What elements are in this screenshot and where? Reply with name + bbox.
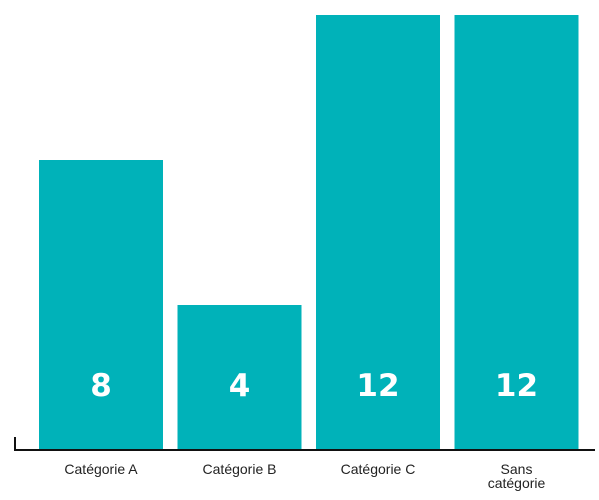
bar-4 <box>454 15 579 450</box>
value-labels-group: 8 4 12 12 <box>90 368 538 404</box>
bar-1 <box>39 160 163 450</box>
bar-value-label: 12 <box>356 368 399 404</box>
category-label-line: Sans <box>501 461 533 477</box>
bar-2 <box>177 305 302 450</box>
bar-value-label: 4 <box>229 368 251 404</box>
bar-value-label: 8 <box>90 368 112 404</box>
category-tick-label: Sans catégorie <box>488 461 546 491</box>
x-axis-line <box>14 437 595 451</box>
bar-value-label: 12 <box>495 368 538 404</box>
bar-3 <box>316 15 440 450</box>
category-tick-label: Catégorie A <box>64 461 138 477</box>
category-label-line: catégorie <box>488 475 546 491</box>
category-tick-label: Catégorie C <box>341 461 416 477</box>
category-label-line: Catégorie A <box>64 461 138 477</box>
category-label-line: Catégorie B <box>203 461 277 477</box>
category-label-line: Catégorie C <box>341 461 416 477</box>
category-tick-label: Catégorie B <box>203 461 277 477</box>
bars-group <box>39 15 579 450</box>
category-labels-group: Catégorie A Catégorie B Catégorie C Sans cat… <box>64 461 545 491</box>
